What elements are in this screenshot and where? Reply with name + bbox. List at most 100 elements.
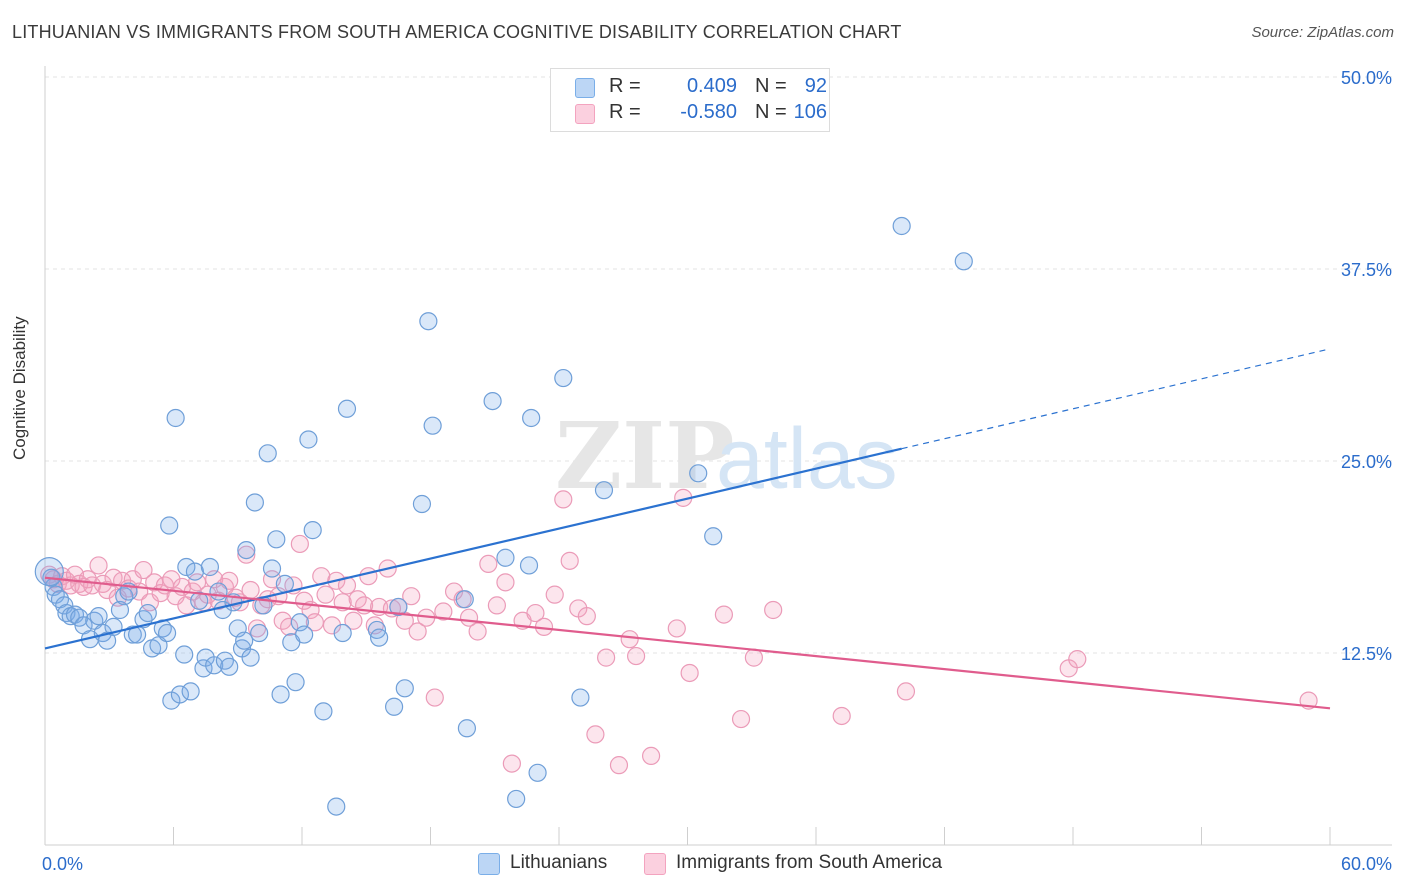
data-point-lithuanians [194, 659, 213, 678]
data-point-immigrants [187, 573, 207, 592]
trend-line-lithuanians-extension [901, 348, 1331, 450]
data-point-immigrants [577, 607, 596, 626]
data-point-lithuanians [123, 625, 142, 644]
data-point-immigrants [744, 648, 763, 667]
watermark-zip: ZIP [555, 402, 734, 510]
data-point-immigrants [479, 554, 498, 574]
chart-title: LITHUANIAN VS IMMIGRANTS FROM SOUTH AMER… [12, 22, 902, 42]
data-point-immigrants [731, 709, 751, 729]
data-point-immigrants [526, 603, 545, 623]
data-point-lithuanians [220, 657, 239, 676]
data-point-lithuanians [412, 494, 432, 514]
data-point-lithuanians [237, 540, 256, 560]
legend-swatch-blue [478, 853, 500, 875]
data-point-lithuanians [337, 399, 357, 418]
data-point-lithuanians [395, 679, 414, 698]
data-point-immigrants [714, 605, 734, 624]
data-point-lithuanians [250, 623, 269, 643]
data-point-lithuanians [299, 430, 318, 449]
data-point-immigrants [316, 585, 335, 604]
y-axis-label: Cognitive Disability [10, 316, 29, 460]
data-point-lithuanians [457, 719, 477, 738]
data-point-lithuanians [271, 685, 290, 704]
data-point-immigrants [609, 756, 629, 775]
data-point-immigrants [290, 534, 309, 554]
data-point-lithuanians [235, 631, 254, 650]
data-point-lithuanians [258, 444, 277, 463]
data-point-lithuanians [314, 702, 333, 721]
data-point-lithuanians [34, 556, 64, 587]
data-point-immigrants [344, 611, 363, 630]
data-point-lithuanians [138, 603, 157, 623]
data-point-immigrants [247, 619, 267, 638]
data-point-lithuanians [496, 548, 515, 567]
data-point-immigrants [641, 746, 661, 766]
data-point-immigrants [434, 602, 453, 621]
trend-line-immigrants [44, 576, 1331, 710]
y-tick-label: 25.0% [1341, 452, 1392, 472]
data-point-lithuanians [507, 789, 526, 809]
data-point-lithuanians [170, 685, 190, 704]
data-point-lithuanians [166, 408, 185, 428]
legend-r-value: -0.580 [680, 101, 737, 123]
data-point-immigrants [502, 754, 521, 773]
legend-r-label: R = [609, 101, 641, 123]
data-point-lithuanians [419, 312, 438, 331]
data-point-lithuanians [185, 562, 205, 581]
data-point-lithuanians [689, 464, 708, 483]
data-point-immigrants [241, 580, 260, 600]
legend-r-value: 0.409 [686, 75, 737, 97]
data-point-lithuanians [519, 556, 539, 575]
data-point-immigrants [597, 648, 616, 667]
data-point-lithuanians [160, 516, 179, 535]
x-tick-label: 0.0% [42, 854, 83, 874]
trend-lines [44, 348, 1331, 710]
x-tick-label: 60.0% [1341, 854, 1392, 874]
data-point-lithuanians [389, 597, 408, 617]
data-point-lithuanians [333, 623, 352, 643]
legend-swatch-pink [575, 104, 595, 124]
data-point-immigrants [545, 585, 564, 604]
data-point-immigrants [896, 682, 916, 701]
legend-n-label: N = [755, 75, 787, 97]
data-point-lithuanians [522, 408, 541, 428]
data-point-immigrants [220, 571, 239, 590]
data-point-lithuanians [892, 216, 911, 236]
data-point-lithuanians [149, 636, 168, 655]
y-tick-label: 50.0% [1341, 68, 1392, 88]
data-point-lithuanians [554, 368, 573, 388]
data-point-lithuanians [262, 559, 282, 578]
data-point-immigrants [89, 556, 108, 575]
data-point-lithuanians [89, 607, 108, 626]
grid-lines [45, 76, 1392, 654]
data-point-lithuanians [245, 493, 264, 512]
data-point-lithuanians [190, 591, 209, 610]
data-point-lithuanians [423, 416, 442, 435]
data-point-lithuanians [384, 697, 404, 716]
data-point-immigrants [764, 600, 783, 620]
data-point-immigrants [305, 613, 324, 632]
data-point-lithuanians [483, 391, 502, 411]
data-point-immigrants [680, 663, 699, 683]
data-point-immigrants [280, 617, 299, 636]
data-point-lithuanians [295, 625, 314, 644]
data-point-lithuanians [286, 673, 305, 692]
data-point-lithuanians [177, 557, 196, 577]
data-point-immigrants [145, 573, 164, 592]
data-point-lithuanians [303, 521, 322, 540]
trend-line-lithuanians [44, 447, 902, 650]
legend-r-label: R = [609, 75, 641, 97]
legend-n-label: N = [755, 101, 787, 123]
data-point-immigrants [626, 646, 646, 666]
data-point-lithuanians [181, 682, 200, 701]
watermark-atlas: atlas [716, 411, 898, 507]
data-point-lithuanians [267, 530, 286, 549]
data-point-lithuanians [327, 797, 346, 816]
data-point-lithuanians [175, 645, 194, 664]
y-tick-label: 12.5% [1341, 644, 1392, 664]
data-point-immigrants [832, 706, 851, 726]
data-point-immigrants [425, 688, 444, 707]
data-point-lithuanians [209, 582, 228, 601]
legend-label: Lithuanians [510, 852, 608, 873]
data-point-lithuanians [455, 590, 474, 609]
